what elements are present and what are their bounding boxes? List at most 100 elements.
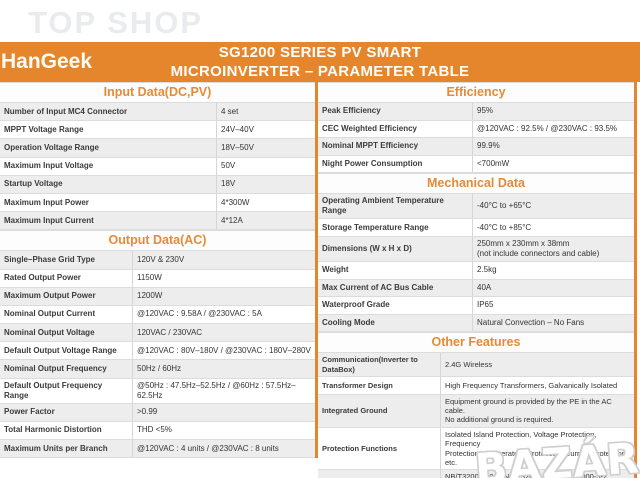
row-label: Startup Voltage [0, 175, 217, 193]
row-value: High Frequency Transformers, Galvanicall… [445, 380, 618, 390]
row-label: Operating Ambient Temperature Range [318, 194, 473, 219]
top-shop-watermark: TOP SHOP [28, 5, 204, 40]
row-label: Maximum Units per Branch [0, 440, 133, 458]
row-value: @120VAC : 92.5% / @230VAC : 93.5% [477, 123, 618, 133]
row-label: Max Current of AC Bus Cable [318, 279, 473, 297]
row-value: 120V & 230V [137, 254, 185, 264]
output-data-rows: Single–Phase Grid Type 120V & 230V Rated O… [0, 251, 315, 459]
table-row: Nominal Output Current @120VAC : 9.58A / … [0, 305, 315, 325]
table-row: Integrated Ground Equipment ground is pro… [318, 394, 634, 428]
row-label: MPPT Voltage Range [0, 121, 217, 139]
row-value: 40A [477, 282, 492, 292]
row-value: @120VAC : 9.58A / @230VAC : 5A [137, 309, 262, 319]
row-value: 50V [221, 161, 236, 171]
row-label: Single–Phase Grid Type [0, 251, 133, 269]
row-label: Nominal Output Frequency [0, 360, 133, 378]
row-label: Power Factor [0, 403, 133, 421]
table-row: Dimensions (W x H x D) 250mm x 230mm x 38… [318, 236, 634, 262]
row-label: Rated Output Power [0, 269, 133, 287]
row-label: Default Output Voltage Range [0, 342, 133, 360]
row-label: Waterproof Grade [318, 297, 473, 314]
row-label: Default Output Frequency Range [0, 378, 133, 403]
input-data-rows: Number of Input MC4 Connector 4 set MPPT V… [0, 103, 315, 231]
row-label: Storage Temperature Range [318, 219, 473, 236]
row-label: Nominal Output Current [0, 305, 133, 324]
row-label: CEC Weighted Efficiency [318, 120, 473, 138]
page-title-line1: SG1200 SERIES PV SMART [218, 43, 422, 61]
row-label: Number of Input MC4 Connector [0, 103, 217, 121]
row-value: 18V–50V [221, 142, 254, 152]
row-label: Maximum Output Power [0, 287, 133, 305]
table-row: Number of Input MC4 Connector 4 set [0, 103, 315, 122]
row-label: Maximum Input Voltage [0, 157, 217, 175]
section-input-data: Input Data(DC,PV) Number of Input MC4 Co… [0, 82, 315, 231]
efficiency-rows: Peak Efficiency 95% CEC Weighted Efficienc… [318, 103, 634, 174]
table-row: Single–Phase Grid Type 120V & 230V [0, 251, 315, 270]
section-header-efficiency: Efficiency [318, 82, 634, 103]
row-value: 2.5kg [477, 265, 497, 275]
table-row: Total Harmonic Distortion THD <5% [0, 421, 315, 440]
row-value: 120VAC / 230VAC [137, 327, 203, 337]
table-row: Rated Output Power 1150W [0, 269, 315, 288]
other-features-rows: Communication(Inverter to DataBox) 2.4G W… [318, 353, 634, 478]
table-row: Peak Efficiency 95% [318, 103, 634, 121]
table-row: MPPT Voltage Range 24V–40V [0, 121, 315, 140]
left-table-column: Input Data(DC,PV) Number of Input MC4 Co… [0, 82, 318, 459]
table-row: Default Output Voltage Range @120VAC : 80… [0, 342, 315, 361]
table-row: Default Output Frequency Range @50Hz : 47… [0, 378, 315, 404]
section-header-mechanical-data: Mechanical Data [318, 173, 634, 195]
section-other-features: Other Features Communication(Inverter to… [318, 332, 634, 478]
table-row: CEC Weighted Efficiency @120VAC : 92.5% /… [318, 120, 634, 139]
row-label: Nominal MPPT Efficiency [318, 138, 473, 155]
table-row: Weight 2.5kg [318, 261, 634, 280]
table-row: Maximum Input Current 4*12A [0, 212, 315, 231]
table-row: Cooling Mode Natural Convection – No Fans [318, 314, 634, 333]
page-title-line2: MICROINVERTER – PARAMETER TABLE [170, 63, 470, 80]
row-value: 4 set [221, 106, 239, 116]
section-efficiency: Efficiency Peak Efficiency 95% CEC Weighte… [318, 82, 634, 174]
section-header-other-features: Other Features [318, 332, 634, 354]
row-label: Weight [318, 261, 473, 279]
row-value: 24V–40V [221, 124, 254, 134]
row-label: Maximum Input Current [0, 212, 217, 230]
row-value: -40°C to +65°C [477, 201, 532, 211]
row-value: @50Hz : 47.5Hz–52.5Hz / @60Hz : 57.5Hz–6… [137, 380, 296, 400]
row-value: 4*12A [221, 215, 243, 225]
row-label: Integrated Ground [318, 394, 441, 427]
table-row: Nominal Output Frequency 50Hz / 60Hz [0, 360, 315, 379]
row-value: <700mW [477, 159, 510, 169]
table-row: Maximum Units per Branch @120VAC : 4 unit… [0, 440, 315, 459]
table-row: Maximum Input Power 4*300W [0, 193, 315, 213]
row-label: Nominal Output Voltage [0, 324, 133, 342]
table-row: Waterproof Grade IP65 [318, 297, 634, 315]
row-label: Night Power Consumption [318, 155, 473, 173]
row-label: Operation Voltage Range [0, 139, 217, 157]
table-row: Operation Voltage Range 18V–50V [0, 139, 315, 158]
row-value: @120VAC : 4 units / @230VAC : 8 units [137, 443, 279, 453]
mechanical-data-rows: Operating Ambient Temperature Range -40°C… [318, 194, 634, 333]
right-table-column: Efficiency Peak Efficiency 95% CEC Weighte… [318, 82, 637, 478]
table-row: Nominal Output Voltage 120VAC / 230VAC [0, 324, 315, 343]
table-row: Storage Temperature Range -40°C to +85°C [318, 219, 634, 237]
row-value: 1150W [137, 273, 162, 283]
table-row: Startup Voltage 18V [0, 175, 315, 194]
table-row: Operating Ambient Temperature Range -40°C… [318, 194, 634, 220]
row-value: @120VAC : 80V–180V / @230VAC : 180V–280V [137, 345, 311, 355]
row-label: Communication(Inverter to DataBox) [318, 353, 441, 377]
section-output-data: Output Data(AC) Single–Phase Grid Type 12… [0, 230, 315, 459]
row-label: Maximum Input Power [0, 193, 217, 212]
title-banner: HanGeek SG1200 SERIES PV SMART MICROINVE… [0, 42, 640, 82]
section-header-output-data: Output Data(AC) [0, 230, 315, 252]
parameter-tables: Input Data(DC,PV) Number of Input MC4 Co… [0, 82, 640, 478]
brand-logo: HanGeek [1, 50, 93, 73]
row-label: Peak Efficiency [318, 103, 473, 120]
table-row: Maximum Output Power 1200W [0, 287, 315, 306]
row-value: >0.99 [137, 407, 158, 417]
row-value: NB/T32004:2013,NB/T32004:2013,EN61000-3-… [445, 472, 610, 478]
section-mechanical-data: Mechanical Data Operating Ambient Temper… [318, 173, 634, 333]
row-value: IP65 [477, 300, 494, 310]
row-label: Dimensions (W x H x D) [318, 236, 473, 261]
row-value: 95% [477, 106, 494, 116]
table-row: Night Power Consumption <700mW [318, 155, 634, 174]
